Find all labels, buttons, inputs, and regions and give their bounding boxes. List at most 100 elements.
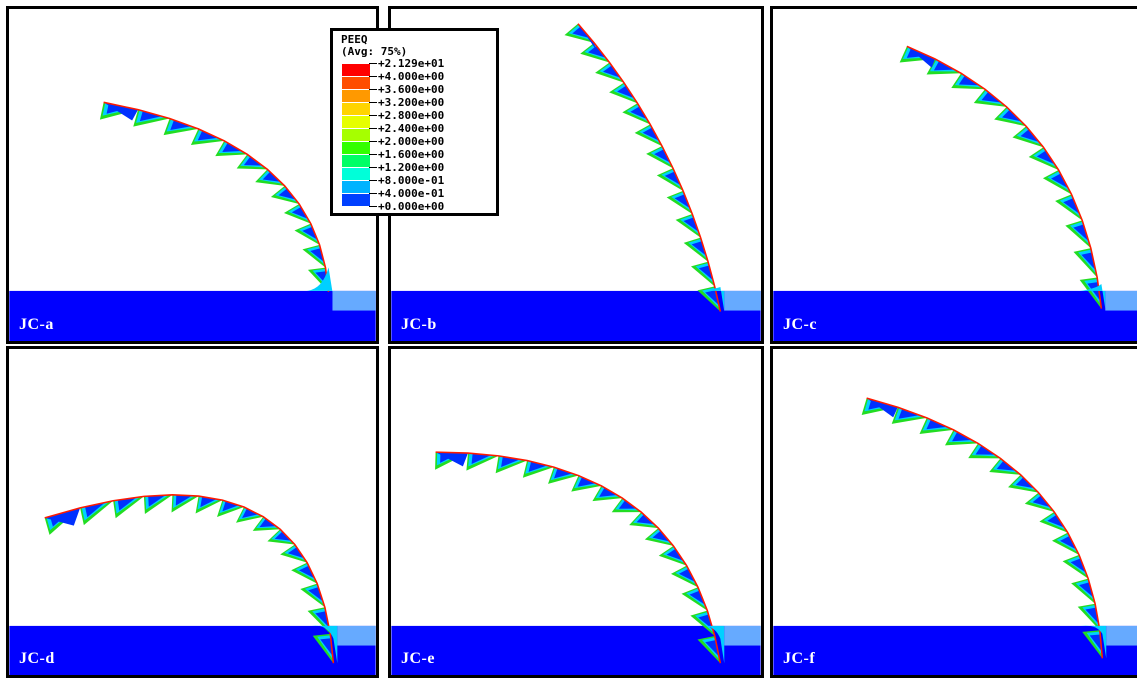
- legend-tick: [369, 76, 377, 77]
- primary-shear-zone: [698, 625, 725, 664]
- chip-segment: [143, 494, 173, 515]
- legend-swatch: [342, 103, 370, 115]
- chip-segment: [255, 169, 285, 186]
- chip-segment: [190, 128, 225, 145]
- chip-segment: [1055, 194, 1083, 221]
- chip-segment: [646, 146, 673, 169]
- legend-tick: [369, 63, 377, 64]
- chip-segment: [1062, 554, 1089, 579]
- legend-swatch: [342, 168, 370, 180]
- legend-value: +2.400e+00: [378, 122, 445, 135]
- chip-segment: [994, 106, 1027, 127]
- chip-segment: [629, 512, 659, 529]
- legend-value: +4.000e+00: [378, 70, 445, 83]
- machined-surface: [724, 625, 761, 646]
- legend-swatch: [342, 155, 370, 167]
- chip-tip: [435, 452, 469, 467]
- chip-segment: [644, 528, 674, 546]
- shear-band: [44, 494, 335, 664]
- machined-surface: [337, 625, 376, 646]
- chip-tip: [906, 46, 936, 68]
- legend-value: +4.000e-01: [378, 187, 445, 200]
- chip-segment: [171, 494, 199, 513]
- chip-segment: [1024, 492, 1055, 512]
- shear-band: [103, 101, 330, 292]
- chip-segment: [294, 223, 320, 245]
- chip-segment: [989, 458, 1021, 475]
- chip-segment: [944, 429, 979, 446]
- legend-tick: [369, 193, 377, 194]
- chip-plot-jc-b: [391, 23, 761, 341]
- chip-segment: [195, 496, 223, 514]
- chip-segment: [1051, 532, 1080, 555]
- chip-segment: [283, 204, 311, 224]
- chip-segment: [236, 507, 264, 523]
- shear-band: [577, 23, 722, 312]
- chip-plot-jc-a: [9, 101, 376, 341]
- chip-segment: [670, 565, 698, 588]
- panel-label: JC-f: [783, 650, 816, 667]
- chip-segment: [697, 636, 721, 664]
- legend-value: +3.600e+00: [378, 83, 445, 96]
- legend-tick: [369, 102, 377, 103]
- chip-segment: [1065, 220, 1091, 249]
- chip-segment: [1008, 474, 1039, 493]
- workpiece: [391, 625, 761, 675]
- panel-label: JC-a: [19, 316, 54, 333]
- legend-subtitle: (Avg: 75%): [341, 45, 408, 58]
- chip-segment: [163, 118, 199, 136]
- legend-tick: [369, 180, 377, 181]
- legend-value: +1.600e+00: [378, 148, 445, 161]
- legend-tick: [369, 141, 377, 142]
- peeq-legend: PEEQ (Avg: 75%) +2.129e+01 +4.000e+00 +3.6…: [330, 28, 499, 216]
- chip-tip: [866, 398, 898, 418]
- chip-segment: [571, 475, 602, 492]
- panel-jc-f: JC-f: [770, 346, 1137, 678]
- primary-shear-zone: [1079, 284, 1106, 309]
- shear-band: [435, 451, 722, 664]
- chip-segment: [312, 633, 334, 664]
- chip-segment: [891, 407, 927, 424]
- chip-tip: [577, 23, 596, 49]
- workpiece: [9, 290, 376, 341]
- legend-value: +1.200e+00: [378, 161, 445, 174]
- legend-value: +0.000e+00: [378, 200, 445, 213]
- shear-band: [906, 45, 1103, 309]
- panel-label: JC-b: [401, 316, 437, 333]
- chip-segment: [1079, 277, 1102, 309]
- chip-segment: [215, 140, 248, 157]
- legend-tick: [369, 89, 377, 90]
- panel-jc-a: JC-a: [6, 6, 379, 344]
- legend-value: +3.200e+00: [378, 96, 445, 109]
- legend-swatch: [342, 194, 370, 206]
- machined-surface: [332, 290, 376, 311]
- chip-segment: [291, 562, 318, 584]
- chip-segment: [252, 516, 281, 531]
- chip-segment: [675, 213, 701, 238]
- chip-tip: [44, 507, 81, 526]
- legend-swatch: [342, 90, 370, 102]
- legend-value: +2.129e+01: [378, 57, 445, 70]
- panel-label: JC-e: [401, 650, 435, 667]
- legend-value: +8.000e-01: [378, 174, 445, 187]
- chip-plot-jc-c: [773, 45, 1137, 341]
- chip-segment: [697, 286, 721, 312]
- chip-segment: [1077, 603, 1100, 631]
- chip-plot-jc-f: [773, 397, 1137, 675]
- panel-jc-d: JC-d: [6, 346, 379, 678]
- panel-jc-e: JC-e: [388, 346, 764, 678]
- chip-segment: [217, 500, 244, 517]
- machined-surface: [724, 290, 761, 311]
- chip-segment: [236, 154, 268, 170]
- chip-segment: [951, 73, 985, 90]
- legend-swatch: [342, 116, 370, 128]
- chip-segment: [466, 453, 499, 471]
- chip-segment: [968, 443, 1001, 459]
- chip-segment: [609, 82, 638, 104]
- chip-segment: [681, 587, 708, 611]
- primary-shear-zone: [306, 267, 333, 292]
- chip-segment: [267, 529, 295, 545]
- panel-label: JC-d: [19, 650, 55, 667]
- legend-value: +2.800e+00: [378, 109, 445, 122]
- panel-label: JC-c: [783, 316, 817, 333]
